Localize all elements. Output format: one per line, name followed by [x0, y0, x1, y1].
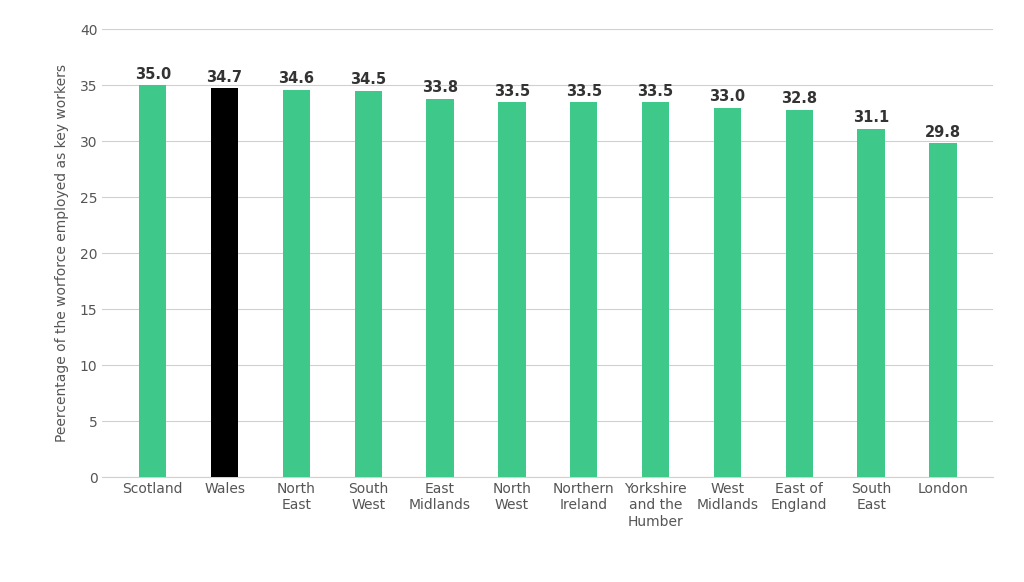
Text: 33.5: 33.5 [565, 84, 602, 98]
Bar [570, 102, 597, 477]
Bar [499, 102, 525, 477]
Bar [426, 98, 454, 477]
Text: 34.6: 34.6 [279, 71, 314, 86]
Bar [930, 143, 956, 477]
Text: 33.8: 33.8 [422, 80, 458, 95]
Bar [139, 85, 166, 477]
Text: 29.8: 29.8 [925, 125, 962, 140]
Text: 35.0: 35.0 [134, 67, 171, 81]
Bar [857, 129, 885, 477]
Bar [714, 108, 741, 477]
Bar [211, 88, 239, 477]
Text: 33.5: 33.5 [638, 84, 674, 98]
Y-axis label: Peercentage of the worforce employed as key workers: Peercentage of the worforce employed as … [55, 64, 69, 442]
Text: 31.1: 31.1 [853, 111, 889, 126]
Bar [642, 102, 670, 477]
Text: 33.5: 33.5 [494, 84, 530, 98]
Bar [283, 90, 310, 477]
Bar [354, 91, 382, 477]
Text: 34.5: 34.5 [350, 72, 386, 87]
Text: 34.7: 34.7 [207, 70, 243, 85]
Text: 33.0: 33.0 [710, 89, 745, 104]
Bar [785, 110, 813, 477]
Text: 32.8: 32.8 [781, 91, 817, 107]
